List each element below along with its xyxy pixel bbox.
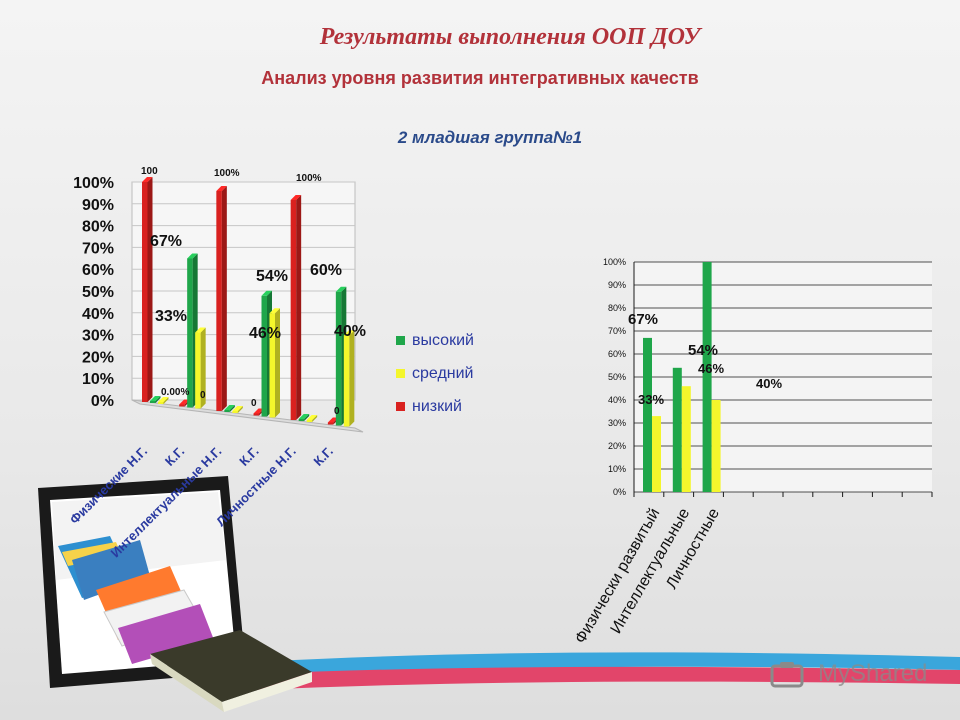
bar-высокий-3	[224, 405, 235, 412]
legend-label: средний	[412, 365, 474, 382]
y-tick-label: 50%	[608, 372, 626, 382]
data-label: 54%	[688, 342, 718, 359]
bar-средний-6	[343, 330, 355, 427]
y-tick-label: 0%	[91, 393, 114, 410]
data-label: 100%	[296, 173, 322, 184]
y-tick-label: 90%	[82, 197, 114, 214]
y-tick-label: 0%	[613, 487, 626, 497]
data-label: 40%	[334, 323, 366, 340]
y-tick-label: 50%	[82, 284, 114, 301]
y-tick-label: 60%	[82, 262, 114, 279]
bar-средний-2	[195, 327, 206, 409]
y-tick-label: 20%	[608, 441, 626, 451]
data-label: 100	[141, 166, 158, 177]
data-label: 54%	[256, 268, 288, 285]
slide-title: Результаты выполнения ООП ДОУ	[319, 24, 701, 50]
bar-средний-5	[306, 415, 318, 422]
y-tick-label: 40%	[82, 306, 114, 323]
bar-2-2	[681, 386, 691, 492]
slide-subtitle: Анализ уровня развития интегративных кач…	[261, 68, 699, 88]
legend-label: низкий	[412, 398, 462, 415]
y-tick-label: 40%	[608, 395, 626, 405]
group-label: 2 младшая группа№1	[397, 128, 583, 147]
bar-высокий-5	[298, 414, 310, 421]
data-label: 60%	[310, 262, 342, 279]
y-tick-label: 10%	[82, 371, 114, 388]
books-icon	[58, 536, 312, 712]
data-label: 33%	[155, 308, 187, 325]
y-tick-label: 20%	[82, 349, 114, 366]
y-tick-label: 30%	[608, 418, 626, 428]
data-label: 67%	[150, 233, 182, 250]
data-label: 67%	[628, 311, 658, 328]
data-label: 0	[334, 406, 340, 417]
bar-3-2	[711, 400, 721, 492]
legend-swatch-высокий	[396, 336, 405, 345]
bar-1-1	[643, 337, 652, 492]
data-label: 40%	[756, 376, 782, 391]
bar-высокий-1	[150, 396, 161, 403]
legend-label: высокий	[412, 332, 474, 349]
y-tick-label: 90%	[608, 280, 626, 290]
bar-3-1	[702, 262, 712, 492]
data-label: 46%	[249, 325, 281, 342]
y-tick-label: 70%	[608, 326, 626, 336]
bar-низкий-1	[142, 177, 153, 402]
y-tick-label: 100%	[603, 257, 626, 267]
y-tick-label: 80%	[82, 219, 114, 236]
bar-низкий-5	[290, 195, 302, 420]
bar-2-1	[672, 367, 682, 492]
y-tick-label: 80%	[608, 303, 626, 313]
y-tick-label: 10%	[608, 464, 626, 474]
data-label: 0	[251, 398, 257, 409]
bar-1-2	[652, 416, 661, 492]
legend-swatch-низкий	[396, 402, 405, 411]
data-label: 0	[200, 390, 206, 401]
y-tick-label: 70%	[82, 240, 114, 257]
myshared-logo-icon	[770, 662, 804, 688]
y-tick-label: 60%	[608, 349, 626, 359]
bar-средний-1	[158, 397, 169, 404]
y-tick-label: 100%	[73, 175, 114, 192]
myshared-watermark: MyShared	[818, 660, 928, 687]
data-label: 46%	[698, 361, 724, 376]
data-label: 100%	[214, 168, 240, 179]
data-label: 33%	[638, 392, 664, 407]
chart-floor	[131, 399, 364, 433]
y-tick-label: 30%	[82, 328, 114, 345]
bar-низкий-3	[216, 186, 227, 411]
bar-средний-3	[232, 406, 243, 413]
legend-swatch-средний	[396, 369, 405, 378]
data-label: 0.00%	[161, 387, 189, 398]
bar-средний-4	[269, 308, 280, 418]
